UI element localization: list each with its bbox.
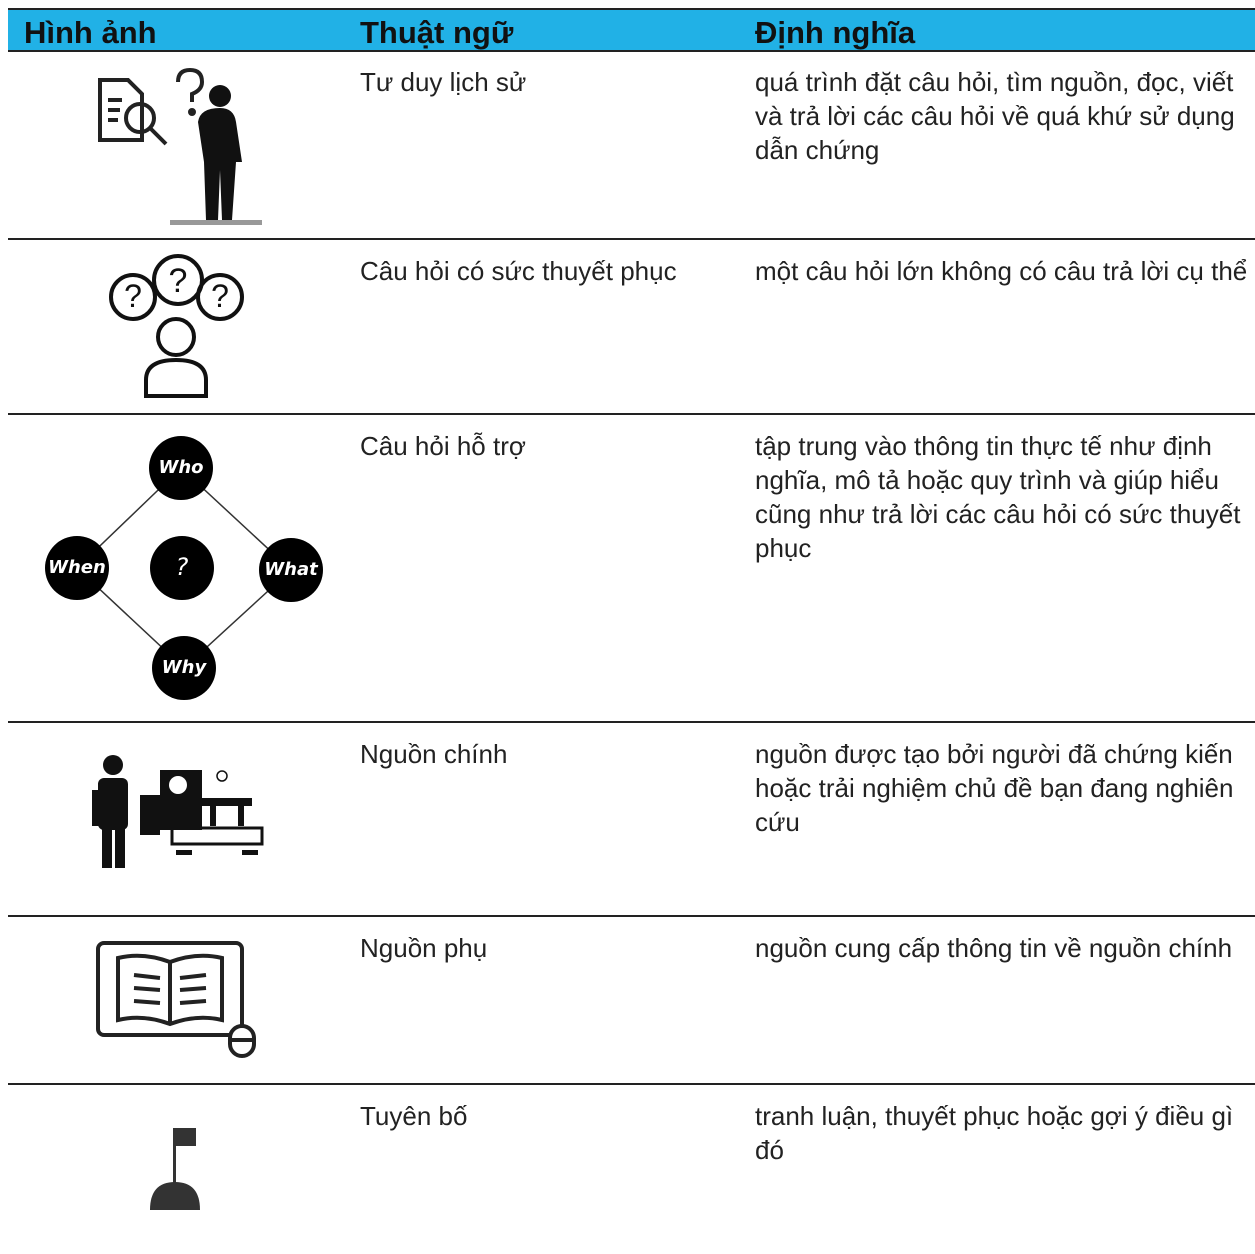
row-separator xyxy=(8,238,1255,240)
term: Câu hỏi hỗ trợ xyxy=(360,431,526,461)
definition: nguồn cung cấp thông tin về nguồn chính xyxy=(755,933,1233,963)
header-cell: Hình ảnh xyxy=(24,15,157,50)
definition: tranh luận, thuyết phục hoặc gợi ý điều … xyxy=(755,1101,1234,1165)
term: Câu hỏi có sức thuyết phục xyxy=(360,256,677,286)
definition: quá trình đặt câu hỏi, tìm nguồn, đọc, v… xyxy=(755,67,1235,165)
diagram-label: Why xyxy=(162,657,208,678)
diagram-label: ? xyxy=(176,553,189,581)
term: Tư duy lịch sử xyxy=(360,67,527,97)
header-cell: Thuật ngữ xyxy=(360,15,514,50)
icon-claim xyxy=(150,1128,200,1210)
icon-historical-thinking xyxy=(98,67,262,225)
diagram-supporting-questions: Who When ? What Why xyxy=(45,436,323,700)
diagram-label: When xyxy=(48,557,106,578)
diagram-label: What xyxy=(264,559,319,580)
svg-text:?: ? xyxy=(124,278,142,314)
diagram-label: Who xyxy=(158,457,203,478)
row-separator xyxy=(8,915,1255,917)
row-separator xyxy=(8,721,1255,723)
definition: tập trung vào thông tin thực tế như định… xyxy=(755,431,1241,563)
definition: nguồn được tạo bởi người đã chứng kiến h… xyxy=(755,739,1234,837)
row-separator xyxy=(8,1083,1255,1085)
header-cell: Định nghĩa xyxy=(755,15,916,50)
term: Tuyên bố xyxy=(360,1101,468,1131)
icon-compelling-question: ? ? ? xyxy=(109,254,244,398)
icon-secondary-source xyxy=(96,941,256,1058)
icon-primary-source xyxy=(92,755,264,868)
svg-text:?: ? xyxy=(211,278,229,314)
term: Nguồn chính xyxy=(360,739,508,769)
definition: một câu hỏi lớn không có câu trả lời cụ … xyxy=(755,256,1248,286)
row-separator xyxy=(8,413,1255,415)
svg-text:?: ? xyxy=(169,262,188,300)
table-header: Hình ảnh Thuật ngữ Định nghĩa xyxy=(8,8,1255,52)
term: Nguồn phụ xyxy=(360,933,488,963)
